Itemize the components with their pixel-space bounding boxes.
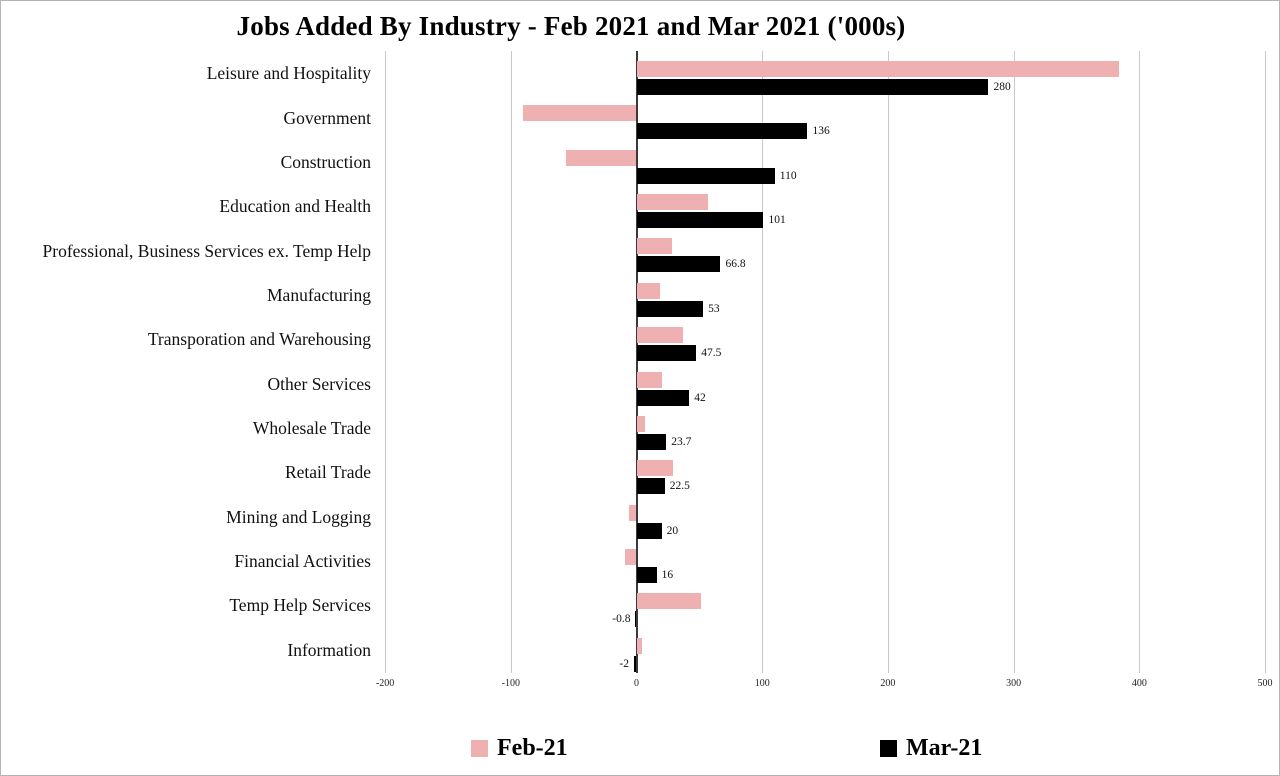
category-label: Retail Trade [284, 462, 371, 483]
mar-bar [633, 655, 637, 672]
category-label: Leisure and Hospitality [206, 63, 371, 84]
bar-value-label: 42 [694, 391, 706, 404]
feb-bar [636, 415, 646, 432]
mar-legend-swatch [880, 740, 897, 757]
x-axis-tick-label: -200 [375, 678, 395, 689]
x-axis-tick-label: 300 [1006, 678, 1022, 689]
category-label: Wholesale Trade [252, 418, 371, 439]
feb-bar [636, 593, 701, 610]
feb-bar [628, 504, 637, 521]
bar-value-label: -2 [619, 657, 629, 670]
bar-value-label: 101 [768, 214, 786, 227]
mar-bar [636, 478, 665, 495]
mar-bar [636, 345, 697, 362]
gridline [510, 51, 512, 673]
feb-bar [636, 327, 683, 344]
category-label: Government [283, 107, 371, 128]
bar-value-label: 20 [666, 524, 679, 537]
feb-bar [636, 238, 672, 255]
bar-value-label: 280 [993, 81, 1011, 93]
gridline [1265, 51, 1267, 673]
feb-legend-swatch [471, 740, 488, 757]
feb-bar [523, 105, 637, 122]
x-axis-tick-label: 0 [634, 678, 639, 689]
mar-bar [636, 566, 657, 583]
category-label: Manufacturing [267, 284, 371, 305]
feb-bar [625, 548, 637, 565]
mar-legend-label: Mar-21 [906, 735, 983, 761]
mar-bar [635, 611, 637, 628]
bar-value-label: 47.5 [701, 347, 722, 360]
category-label: Information [287, 639, 371, 660]
bar-value-label: 136 [812, 125, 830, 138]
x-axis-tick-label: 500 [1257, 678, 1273, 689]
bar-value-label: -0.8 [612, 613, 631, 626]
feb-bar [636, 371, 662, 388]
mar-bar [636, 123, 808, 140]
gridline [385, 51, 387, 673]
feb-legend-label: Feb-21 [497, 735, 568, 761]
mar-bar [636, 522, 662, 539]
bar-value-label: 110 [779, 169, 797, 182]
category-label: Construction [280, 151, 371, 172]
x-axis-tick-label: 200 [880, 678, 896, 689]
category-label: Temp Help Services [229, 595, 371, 616]
feb-bar [636, 61, 1120, 77]
gridline [1139, 51, 1141, 673]
feb-bar [566, 149, 637, 166]
bar-value-label: 53 [708, 302, 720, 315]
gridline [887, 51, 889, 673]
category-label: Transporation and Warehousing [147, 329, 371, 350]
category-label: Financial Activities [234, 551, 371, 572]
feb-bar [636, 194, 709, 211]
zero-axis-line [635, 51, 638, 673]
category-label: Mining and Logging [226, 506, 371, 527]
legend-item-mar: Mar-21 [880, 735, 982, 762]
x-axis-tick-label: 400 [1131, 678, 1147, 689]
mar-bar [636, 79, 989, 95]
bar-value-label: 16 [661, 568, 674, 581]
bar-value-label: 66.8 [725, 258, 746, 271]
category-label: Professional, Business Services ex. Temp… [42, 240, 371, 261]
x-axis-tick-label: 100 [754, 678, 770, 689]
mar-bar [636, 433, 667, 450]
mar-bar [636, 167, 775, 184]
bar-value-label: 22.5 [669, 480, 690, 493]
x-axis-tick-label: -100 [501, 678, 520, 689]
mar-bar [636, 300, 704, 317]
mar-bar [636, 212, 764, 229]
bar-value-label: 23.7 [671, 435, 692, 448]
feb-bar [636, 460, 673, 477]
category-label: Other Services [267, 373, 371, 394]
chart-title: Jobs Added By Industry - Feb 2021 and Ma… [236, 11, 906, 41]
gridline [762, 51, 764, 673]
mar-bar [636, 389, 690, 406]
mar-bar [636, 256, 721, 273]
category-label: Education and Health [219, 196, 371, 217]
legend-item-feb: Feb-21 [471, 735, 568, 762]
feb-bar [636, 637, 642, 654]
gridline [1013, 51, 1015, 673]
feb-bar [636, 282, 661, 299]
